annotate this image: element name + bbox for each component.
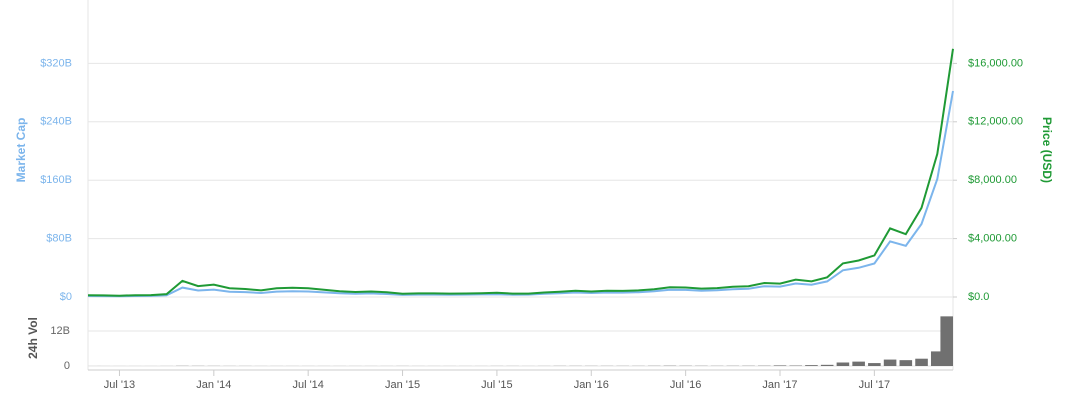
y2-tick-label: $12,000.00	[968, 116, 1023, 128]
volume-bar	[883, 359, 897, 366]
x-tick-label: Jul '14	[292, 379, 323, 391]
x-tick-label: Jul '17	[859, 379, 890, 391]
line-series	[87, 90, 954, 298]
volume-bar	[940, 316, 953, 366]
line-series	[87, 48, 954, 297]
x-tick-label: Jul '13	[104, 379, 135, 391]
x-tick-label: Jul '16	[670, 379, 701, 391]
y2-tick-label: $8,000.00	[968, 174, 1017, 186]
volume-bar	[805, 365, 818, 366]
y2-tick-label: $0.0	[968, 291, 989, 303]
volume-bar	[915, 358, 928, 366]
x-tick-label: Jan '17	[762, 379, 797, 391]
volume-bar	[773, 365, 787, 366]
y-tick-label: $320B	[40, 57, 72, 69]
volume-axis-label: 24h Vol	[26, 317, 40, 359]
y-tick-label: 12B	[50, 325, 70, 337]
x-tick-label: Jul '15	[481, 379, 512, 391]
y-tick-label: $0	[60, 291, 72, 303]
y-tick-label: 0	[64, 360, 70, 372]
volume-bar	[852, 361, 865, 366]
y-axis-label: Market Cap	[14, 118, 28, 183]
y-tick-label: $160B	[40, 174, 72, 186]
y2-tick-label: $16,000.00	[968, 57, 1023, 69]
y2-tick-label: $4,000.00	[968, 233, 1017, 245]
volume-bar	[868, 363, 881, 366]
volume-bar	[836, 362, 850, 366]
y-tick-label: $80B	[46, 233, 72, 245]
x-tick-label: Jan '16	[574, 379, 609, 391]
volume-bar	[820, 364, 834, 366]
x-tick-label: Jan '15	[385, 379, 420, 391]
x-tick-label: Jan '14	[196, 379, 231, 391]
y2-axis-label: Price (USD)	[1040, 117, 1054, 183]
volume-bar	[899, 360, 913, 366]
y-tick-label: $240B	[40, 116, 72, 128]
